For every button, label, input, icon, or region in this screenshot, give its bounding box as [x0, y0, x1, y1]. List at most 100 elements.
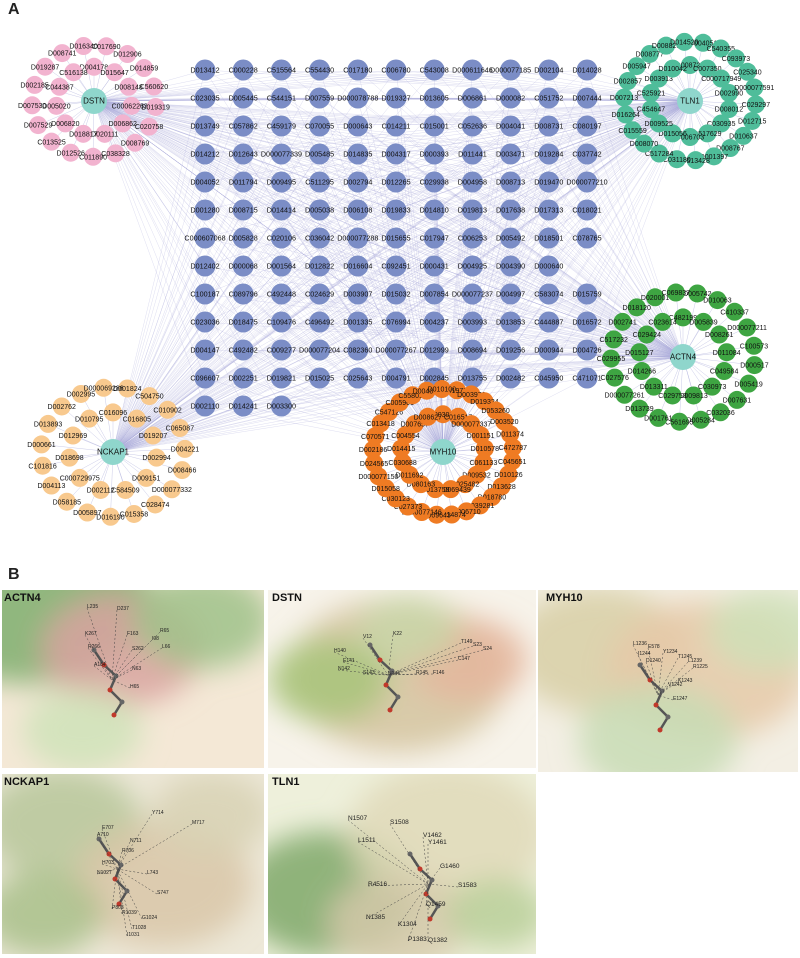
- shared-node-label: D004147: [190, 346, 219, 355]
- residue-label: M717: [192, 820, 205, 826]
- myh10-compound-node-label: D080163: [407, 482, 436, 489]
- shared-node: D014810: [420, 199, 449, 221]
- tln1-compound-node: C517629: [693, 124, 722, 143]
- dstn-compound-node-label: D016340: [69, 44, 98, 51]
- actn4-compound-node-label: D020001: [641, 295, 670, 302]
- shared-node-label: D009495: [267, 178, 296, 187]
- shared-node: D004237: [420, 311, 449, 333]
- shared-node: C471071: [572, 367, 602, 389]
- docking-title-tln1: TLN1: [272, 776, 300, 788]
- shared-node: D019833: [381, 199, 411, 221]
- tln1-compound-node: D012715: [738, 111, 766, 130]
- hub-nckap1: NCKAP1: [97, 439, 130, 465]
- shared-node-label: C057862: [229, 122, 258, 131]
- myh10-compound-node: D010100: [428, 380, 456, 399]
- shared-node: D017638: [496, 199, 525, 221]
- residue-label: N63: [132, 666, 141, 672]
- shared-node: C082360: [343, 339, 372, 361]
- residue-label: L1236: [633, 641, 647, 647]
- shared-node: D016604: [343, 255, 372, 277]
- tln1-compound-node-label: C030935: [707, 121, 736, 128]
- shared-node-label: D000944: [534, 346, 563, 355]
- shared-node-label: D004390: [496, 262, 525, 271]
- shared-node: C006780: [381, 59, 411, 81]
- tln1-compound-node-label: D009525: [645, 121, 674, 128]
- myh10-compound-node: D006710: [452, 502, 481, 521]
- shared-node-label: D018501: [534, 234, 563, 243]
- shared-node-label: D019327: [381, 94, 410, 103]
- residue-label: P808: [112, 905, 124, 911]
- residue-label: E141: [343, 658, 355, 664]
- shared-node-label: C006780: [381, 66, 410, 75]
- shared-node-label: D008713: [496, 178, 525, 187]
- myh10-compound-node: D013759: [421, 480, 450, 499]
- shared-node-label: C511295: [305, 178, 334, 187]
- shared-node: C024629: [305, 283, 334, 305]
- myh10-compound-node-label: D009643: [422, 512, 451, 519]
- shared-node-label: C096607: [190, 374, 219, 383]
- shared-node-label: C543008: [420, 66, 449, 75]
- shared-node-label: D005445: [229, 94, 258, 103]
- shared-node-label: D003993: [458, 318, 487, 327]
- tln1-compound-node-label: D007213: [610, 95, 639, 102]
- tln1-compound-node: D002857: [614, 72, 642, 91]
- dstn-compound-node: D002185: [20, 75, 49, 94]
- docking-panel-tln1: N1507 S1508 L1511 V1462 Y1461 G1460 R4516 S1583…: [268, 774, 536, 954]
- dstn-compound-node: D016340: [69, 37, 98, 56]
- tln1-compound-node: C517284: [645, 144, 674, 163]
- residue-label: H140: [334, 648, 346, 654]
- hub-tln1: TLN1: [677, 88, 703, 114]
- actn4-compound-node: D013311: [640, 377, 668, 396]
- dstn-compound-node-label: D004178: [80, 64, 109, 71]
- shared-node: C051752: [534, 87, 563, 109]
- nckap1-compound-node: D012969: [59, 426, 87, 445]
- residue-label: E707: [102, 825, 114, 831]
- myh10-compound-node-label: D013628: [487, 484, 516, 491]
- shared-node-label: D019256: [496, 346, 525, 355]
- tln1-compound-node: D010637: [729, 126, 758, 145]
- actn4-compound-node: C027576: [601, 368, 629, 387]
- dstn-compound-node-label: C000622638: [112, 103, 152, 110]
- shared-node-label: D004726: [572, 346, 601, 355]
- shared-node-label: D003300: [267, 402, 296, 411]
- shared-node: D004925: [458, 255, 487, 277]
- myh10-compound-node-label: D003024: [429, 412, 458, 419]
- residue-label: A710: [97, 832, 109, 838]
- residue-label: K1243: [678, 678, 693, 684]
- tln1-compound-node-label: C000717949: [701, 76, 741, 83]
- docking-title-actn4: ACTN4: [4, 592, 41, 604]
- tln1-compound-node-label: D016264: [612, 112, 641, 119]
- shared-node: D000077267: [375, 339, 417, 361]
- shared-node-label: D000643: [343, 122, 372, 131]
- residue-label: F146: [433, 670, 445, 676]
- nckap1-compound-node-label: D000069286: [84, 385, 124, 392]
- actn4-compound-node-label: D007631: [723, 398, 752, 405]
- shared-node-label: D017313: [534, 206, 563, 215]
- myh10-compound-node-label: D000077337: [451, 422, 491, 429]
- actn4-compound-node-label: C517232: [599, 337, 628, 344]
- residue-label: S143: [363, 670, 375, 676]
- dstn-compound-node-label: D019287: [31, 64, 60, 71]
- shared-node: D014835: [343, 143, 372, 165]
- nckap1-compound-node-label: D013893: [34, 422, 63, 429]
- myh10-compound-node-label: D004054: [413, 388, 442, 395]
- dstn-compound-node: D014859: [130, 59, 158, 78]
- shared-node: C052636: [458, 115, 487, 137]
- shared-node-label: D005038: [305, 206, 334, 215]
- shared-node: D015032: [381, 283, 411, 305]
- shared-node-label: D012643: [229, 150, 258, 159]
- actn4-compound-node-label: D009813: [679, 393, 708, 400]
- shared-node: D004997: [496, 283, 525, 305]
- nckap1-compound-node: C015358: [120, 504, 148, 523]
- actn4-compound-node-label: D015127: [625, 350, 654, 357]
- shared-node: D005485: [305, 143, 334, 165]
- tln1-compound-node: D008070: [630, 134, 658, 153]
- shared-node-label: C029938: [420, 178, 449, 187]
- shared-node-label: C018021: [572, 206, 601, 215]
- nckap1-compound-node: D002762: [48, 397, 76, 416]
- myh10-compound-node: D019772: [443, 381, 471, 400]
- actn4-compound-node: C561695: [665, 412, 694, 431]
- shared-node-label: C000228: [229, 66, 258, 75]
- tln1-compound-node-label: D005947: [622, 64, 651, 71]
